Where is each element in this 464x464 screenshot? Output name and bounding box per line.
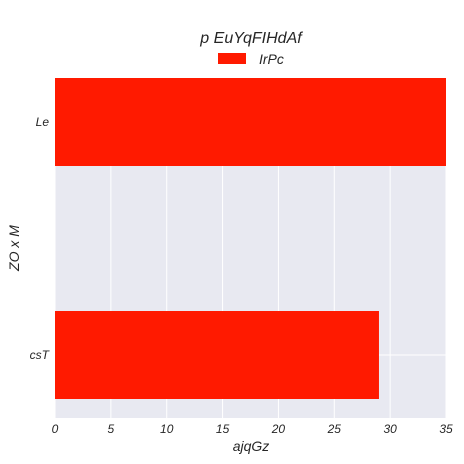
chart-title: p EuYqFIHdAf xyxy=(199,30,303,47)
x-tick-label: 15 xyxy=(216,422,230,436)
x-tick-label: 25 xyxy=(327,422,342,436)
x-tick-label: 0 xyxy=(52,422,59,436)
legend: IrPc xyxy=(218,51,284,67)
x-axis-label: ajqGz xyxy=(233,438,270,454)
x-tick-label: 5 xyxy=(108,422,115,436)
bars xyxy=(55,78,446,399)
bar-csT xyxy=(55,311,379,399)
x-tick-label: 30 xyxy=(383,422,397,436)
x-tick-label: 35 xyxy=(439,422,453,436)
legend-swatch xyxy=(218,53,246,64)
x-tick-label: 10 xyxy=(160,422,174,436)
y-tick-label: Le xyxy=(36,115,50,129)
x-tick-labels: 0 5 10 15 20 25 30 35 xyxy=(52,422,453,436)
y-tick-label: csT xyxy=(30,348,51,362)
y-tick-labels: Le csT xyxy=(30,115,51,362)
y-axis-label: ZO x M xyxy=(6,225,22,272)
x-tick-label: 20 xyxy=(271,422,286,436)
bar-Le xyxy=(55,78,446,166)
legend-label: IrPc xyxy=(259,51,284,67)
